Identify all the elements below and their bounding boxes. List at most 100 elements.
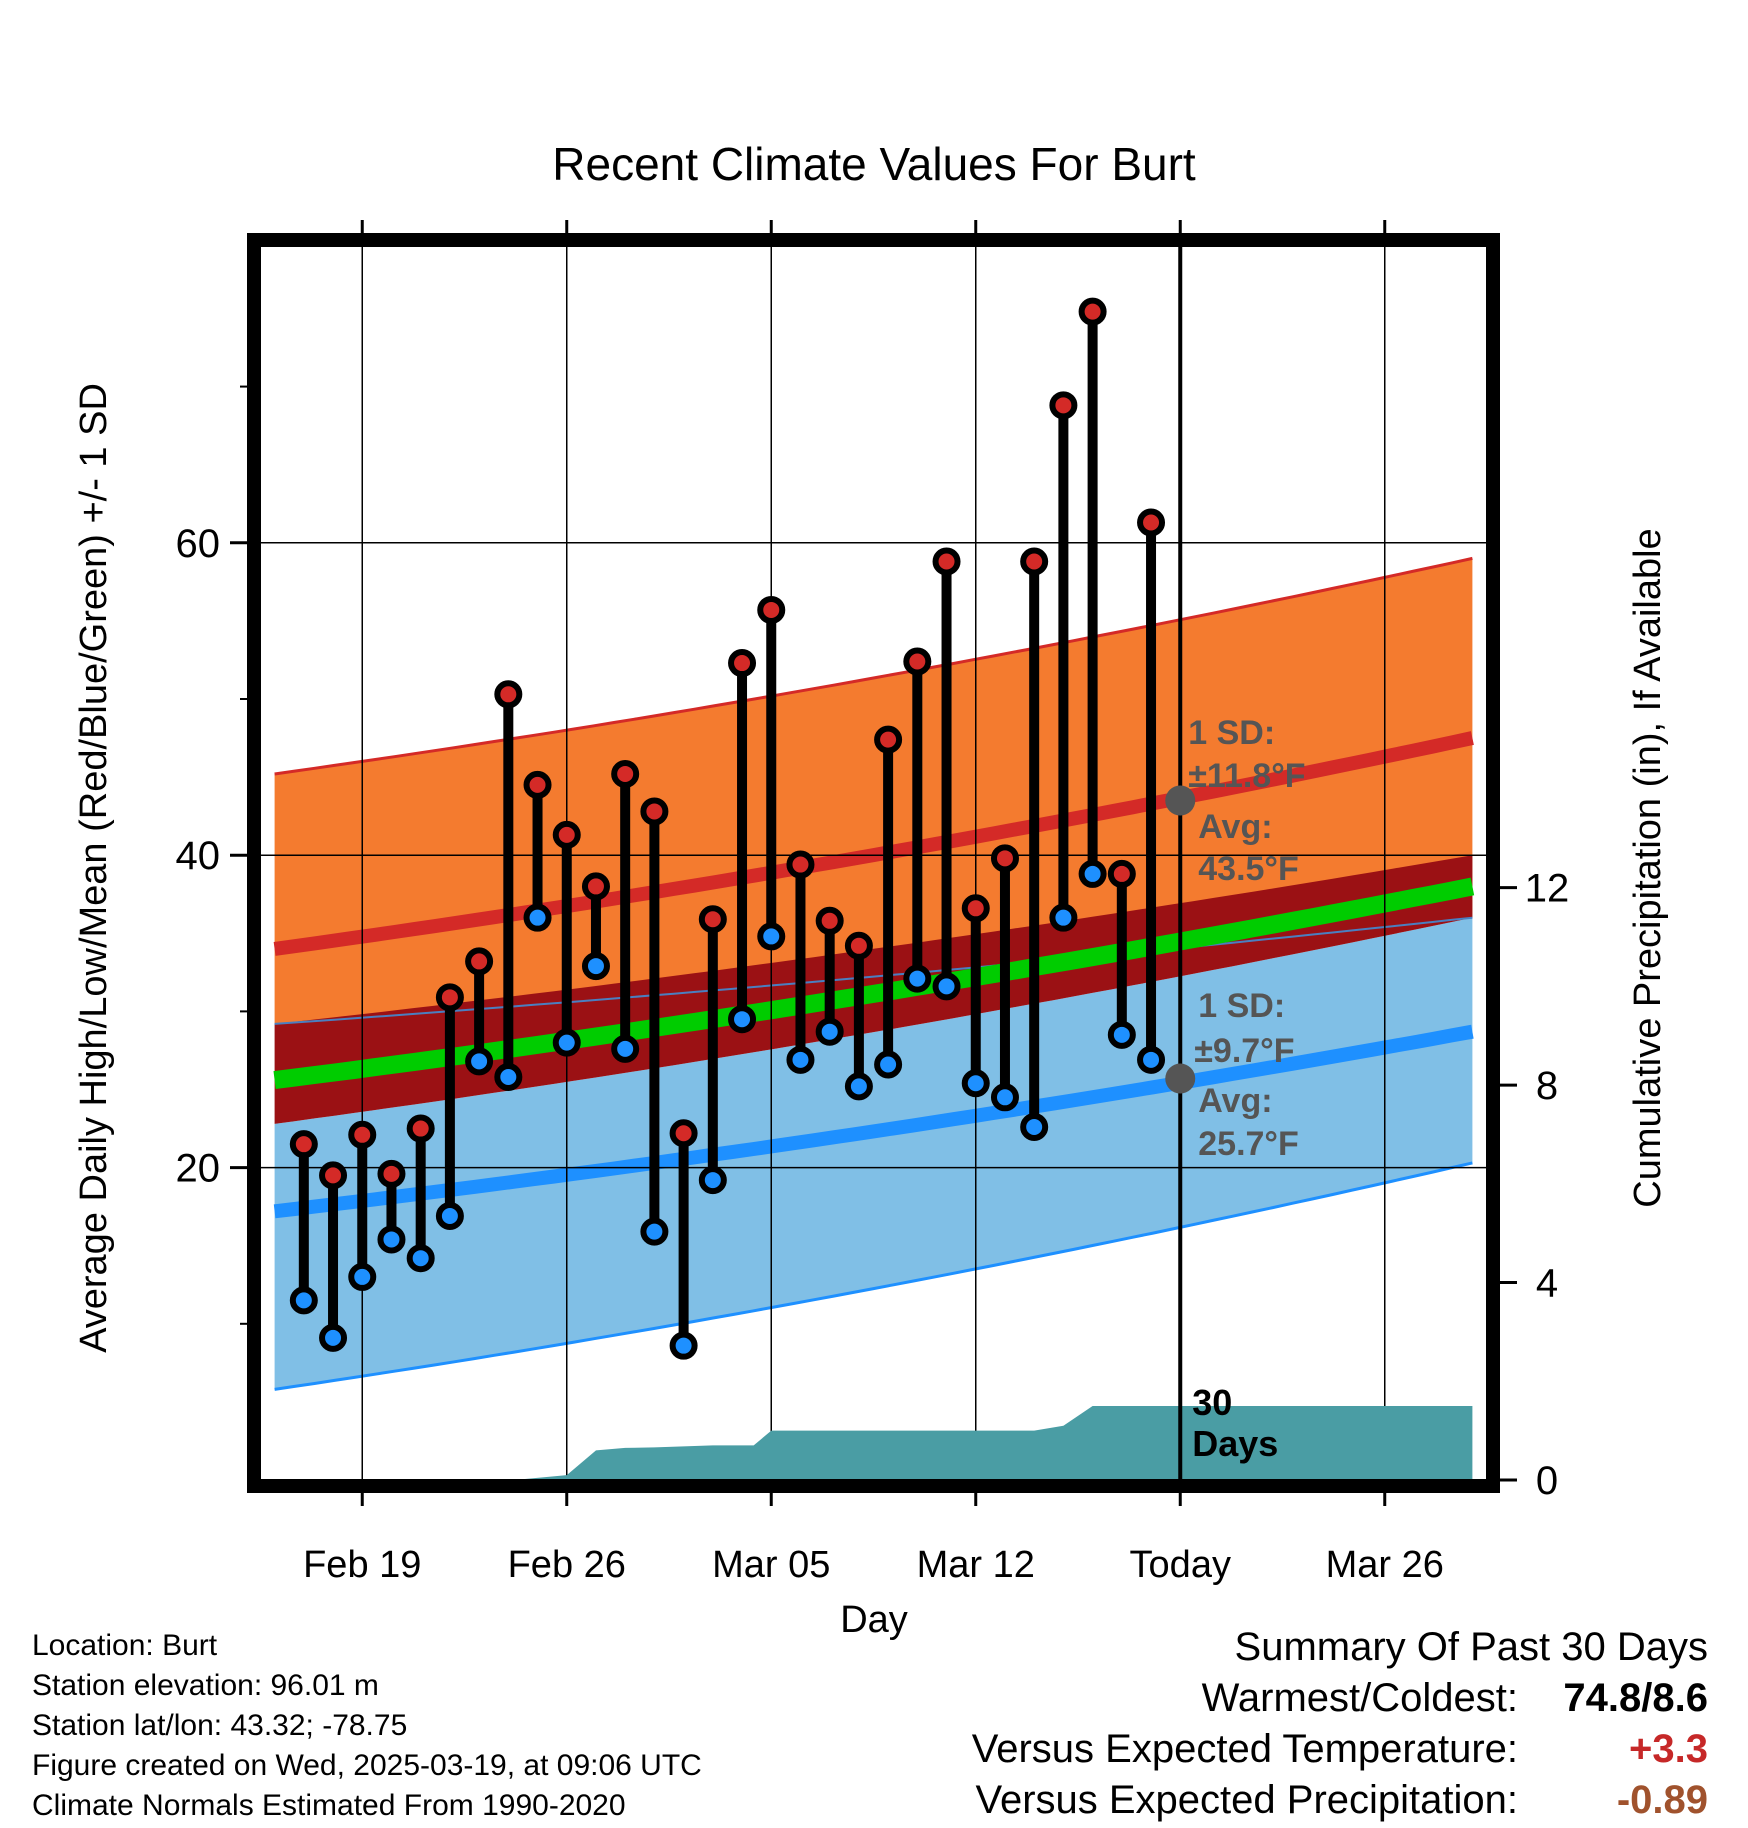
high-point — [611, 759, 640, 788]
location-text: Location: Burt — [32, 1629, 218, 1662]
low-point — [961, 1069, 990, 1098]
low-point — [990, 1083, 1019, 1112]
plot-frame — [247, 233, 1500, 1493]
high-point — [874, 725, 903, 754]
low-point — [435, 1202, 464, 1231]
x-tick-label: Mar 12 — [917, 1544, 1035, 1586]
elevation-text: Station elevation: 96.01 m — [32, 1669, 379, 1702]
low-sd-label: 1 SD: — [1198, 987, 1285, 1025]
low-sd-band — [274, 917, 1473, 1390]
high-point — [757, 595, 786, 624]
low-sd-value: ±9.7°F — [1194, 1032, 1294, 1070]
temp-value: +3.3 — [1629, 1727, 1708, 1771]
x-tick-label: Mar 26 — [1326, 1544, 1444, 1586]
summary-precip-row: Versus Expected Precipitation: -0.89 — [972, 1775, 1708, 1826]
x-tick-label: Feb 26 — [508, 1544, 626, 1586]
low-point — [698, 1166, 727, 1195]
days-label-number: 30 — [1192, 1382, 1232, 1423]
high-point — [1078, 297, 1107, 326]
low-point — [786, 1045, 815, 1074]
latlon-text: Station lat/lon: 43.32; -78.75 — [32, 1709, 408, 1742]
high-point — [523, 770, 552, 799]
low-point — [581, 952, 610, 981]
normal-bands — [273, 556, 1475, 1391]
low-point — [903, 964, 932, 993]
precip-label: Versus Expected Precipitation: — [975, 1778, 1518, 1822]
low-point — [874, 1050, 903, 1079]
low-point — [289, 1286, 318, 1315]
high-point — [932, 547, 961, 576]
low-point — [611, 1034, 640, 1063]
axes: Feb 19 Feb 26 Mar 05 Mar 12 Today Mar 2620406… — [176, 220, 1569, 1586]
high-point — [1137, 508, 1166, 537]
y-tick-label-right: 8 — [1536, 1064, 1558, 1108]
warmest-value: 74.8/8.6 — [1563, 1676, 1708, 1720]
high-point — [1049, 391, 1078, 420]
high-today-mean-marker — [1165, 785, 1196, 816]
summary-temp-row: Versus Expected Temperature: +3.3 — [972, 1724, 1708, 1775]
high-point — [669, 1119, 698, 1148]
high-point — [435, 983, 464, 1012]
low-point — [1020, 1112, 1049, 1141]
high-point — [348, 1120, 377, 1149]
high-point — [844, 931, 873, 960]
low-sd-lower-line — [274, 1161, 1473, 1391]
high-point — [406, 1114, 435, 1143]
low-point — [844, 1072, 873, 1101]
low-mean-line — [273, 1024, 1474, 1219]
precipitation-fill — [274, 1406, 1473, 1480]
high-sd-label: 1 SD: — [1188, 714, 1275, 752]
y-tick-label-right: 4 — [1536, 1262, 1558, 1306]
high-avg-value: 43.5°F — [1198, 850, 1299, 888]
low-point — [377, 1225, 406, 1254]
low-point — [494, 1062, 523, 1091]
low-point — [1078, 859, 1107, 888]
low-point — [757, 922, 786, 951]
y-axis-right-label: Cumulative Precipitation (in), If Availa… — [1627, 528, 1669, 1207]
high-point — [494, 680, 523, 709]
low-point — [728, 1005, 757, 1034]
y-tick-label-left: 40 — [176, 834, 221, 878]
high-point — [319, 1161, 348, 1190]
precipitation-area — [274, 1406, 1473, 1480]
x-tick-label: Mar 05 — [712, 1544, 830, 1586]
low-point — [523, 903, 552, 932]
high-point — [289, 1130, 318, 1159]
low-today-mean-marker — [1165, 1063, 1196, 1094]
low-point — [552, 1028, 581, 1057]
low-point — [406, 1244, 435, 1273]
low-point — [1137, 1045, 1166, 1074]
low-point — [1049, 903, 1078, 932]
created-text: Figure created on Wed, 2025-03-19, at 09… — [32, 1749, 702, 1782]
station-info: Location: Burt Station elevation: 96.01 … — [32, 1626, 702, 1826]
low-point — [669, 1331, 698, 1360]
high-point — [961, 894, 990, 923]
high-point — [903, 647, 932, 676]
low-point — [465, 1047, 494, 1076]
high-point — [377, 1159, 406, 1188]
chart-title: Recent Climate Values For Burt — [552, 138, 1196, 190]
high-point — [786, 850, 815, 879]
low-point — [348, 1262, 377, 1291]
summary-panel: Summary Of Past 30 Days Warmest/Coldest:… — [972, 1622, 1708, 1826]
summary-title: Summary Of Past 30 Days — [1234, 1625, 1708, 1669]
low-avg-value: 25.7°F — [1198, 1125, 1299, 1163]
temp-label: Versus Expected Temperature: — [971, 1727, 1518, 1771]
high-point — [465, 947, 494, 976]
high-point — [728, 649, 757, 678]
low-point — [932, 972, 961, 1001]
warmest-label: Warmest/Coldest: — [1201, 1676, 1518, 1720]
summary-warmest-row: Warmest/Coldest: 74.8/8.6 — [972, 1673, 1708, 1724]
high-point — [552, 820, 581, 849]
high-point — [698, 905, 727, 934]
plot-border — [247, 233, 1500, 1493]
low-point — [815, 1017, 844, 1046]
high-avg-label: Avg: — [1198, 808, 1272, 846]
normals-text: Climate Normals Estimated From 1990-2020 — [32, 1789, 626, 1822]
low-point — [319, 1323, 348, 1352]
precip-value: -0.89 — [1616, 1778, 1708, 1822]
high-point — [640, 797, 669, 826]
daily-range-bars — [289, 297, 1166, 1360]
